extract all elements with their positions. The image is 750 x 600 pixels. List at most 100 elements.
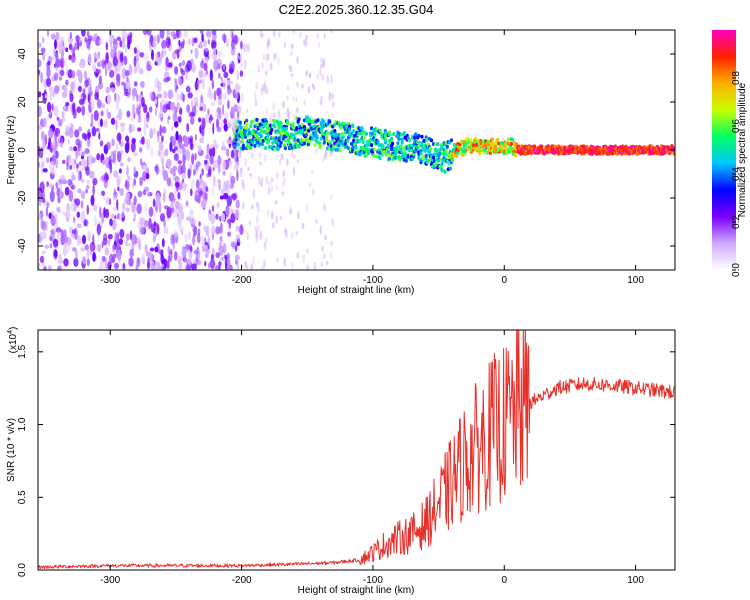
spectrogram-cell: [71, 174, 76, 181]
spectrogram-cell: [347, 127, 352, 132]
spectrogram-cell: [182, 38, 185, 46]
spectrogram-cell: [125, 78, 131, 90]
snr-y-label: SNR (10 * v/v): [6, 418, 17, 482]
spectrogram-cell: [280, 153, 284, 161]
spectrogram-cell: [404, 158, 408, 163]
spectrogram-cell: [290, 231, 294, 240]
snr-x-label: Height of straight line (km): [298, 585, 415, 596]
spectrogram-cell: [41, 250, 46, 255]
spectrogram-cell: [319, 136, 323, 141]
spectrogram-cell: [110, 151, 114, 161]
spectrogram-cell: [324, 134, 328, 139]
spectrogram-cell: [226, 195, 232, 207]
spectrogram-cell: [128, 257, 134, 267]
spectrogram-cell: [136, 257, 141, 268]
spectrogram-cell: [222, 170, 226, 176]
spectrogram-cell: [139, 52, 145, 58]
spectrogram-cell: [79, 147, 83, 152]
spectrogram-cell: [317, 42, 321, 48]
spectrogram-cell: [324, 149, 328, 159]
spectrogram-cell: [193, 37, 198, 44]
spectrogram-cell: [185, 72, 188, 81]
spectrogram-cell: [239, 167, 243, 178]
spectrogram-cell: [80, 190, 86, 200]
spectrogram-cell: [178, 141, 182, 149]
spectrogram-cell: [251, 119, 255, 124]
spectrogram-cell: [296, 55, 299, 64]
spectrogram-cell: [76, 163, 79, 169]
spectrogram-cell: [173, 230, 179, 238]
spectrogram-cell: [234, 36, 238, 45]
spectrogram-cell: [118, 238, 124, 246]
spectrogram-cell: [78, 98, 85, 106]
spectrogram-cell: [43, 117, 47, 128]
spectrogram-cell: [95, 128, 100, 132]
spectrogram-cell: [420, 134, 424, 139]
spectrogram-cell: [54, 213, 58, 224]
spectrogram-cell: [182, 154, 186, 166]
spectrogram-cell: [74, 42, 78, 51]
spectrogram-cell: [308, 139, 312, 144]
spectrogram-cell: [210, 101, 215, 107]
spectrogram-cell: [90, 194, 95, 206]
spectrogram-cell: [267, 138, 271, 143]
spectrogram-cell: [105, 174, 110, 181]
spectrogram-cell: [209, 148, 214, 157]
spectrogram-cell: [131, 87, 138, 97]
spectrogram-cell: [231, 193, 237, 201]
spectrogram-cell: [101, 102, 106, 109]
spectrogram-cell: [186, 122, 190, 133]
spectrogram-cell: [322, 157, 325, 163]
spectrogram-cell: [163, 91, 168, 99]
spectrogram-cell: [187, 257, 192, 265]
spectrogram-cell: [92, 65, 97, 72]
spectrogram-cell: [74, 129, 80, 138]
spectrogram-cell: [140, 81, 145, 88]
spectrogram-cell: [301, 223, 305, 230]
spectrogram-cell: [126, 200, 132, 206]
spectrogram-cell: [145, 172, 150, 180]
spectrogram-cell: [46, 181, 49, 187]
spectrogram-cell: [672, 151, 675, 156]
spectrogram-cell: [471, 143, 476, 148]
spectrogram-cell: [185, 243, 190, 251]
spectrogram-cell: [225, 204, 230, 217]
spectrogram-cell: [201, 77, 206, 90]
spectrogram-cell: [211, 225, 216, 236]
spectrogram-cell: [164, 66, 170, 71]
spectrogram-cell: [383, 138, 387, 142]
spectrogram-cell: [323, 151, 327, 161]
spectrogram-cell: [95, 53, 99, 60]
spectrogram-cell: [203, 62, 208, 71]
spectrogram-cell: [143, 124, 147, 136]
spectrogram-cell: [101, 241, 104, 249]
spectrogram-cell: [91, 126, 97, 137]
spectrogram-cell: [133, 178, 136, 186]
spectrogram-cell: [330, 30, 333, 34]
spectrogram-cell: [257, 131, 261, 136]
spectrogram-cell: [109, 218, 113, 227]
spectrogram-cell: [243, 129, 248, 134]
spectrogram-cell: [200, 180, 206, 192]
spectrogram-cell: [296, 106, 299, 114]
spectrogram-cell: [112, 43, 117, 50]
spectrogram-cell: [128, 123, 133, 134]
spectrogram-cell: [227, 86, 231, 96]
spectrogram-cell: [234, 254, 240, 261]
spectrogram-cell: [164, 149, 169, 157]
spectrogram-cell: [228, 67, 234, 74]
spectrogram-cell: [114, 65, 118, 74]
x-tick-label: -200: [232, 575, 252, 586]
spectrogram-cell: [245, 118, 249, 123]
spectrogram-cell: [149, 44, 152, 52]
spectrogram-cell: [282, 181, 285, 188]
spectrogram-cell: [54, 39, 57, 50]
spectrogram-cell: [267, 37, 270, 47]
spectrogram-cell: [178, 203, 184, 215]
spectrogram-y-label: Frequency (Hz): [6, 116, 17, 185]
spectrogram-cell: [86, 128, 91, 141]
spectrogram-cell: [289, 208, 292, 216]
spectrogram-cell: [123, 32, 128, 38]
spectrogram-cell: [238, 120, 242, 125]
spectrogram-cell: [329, 251, 333, 259]
